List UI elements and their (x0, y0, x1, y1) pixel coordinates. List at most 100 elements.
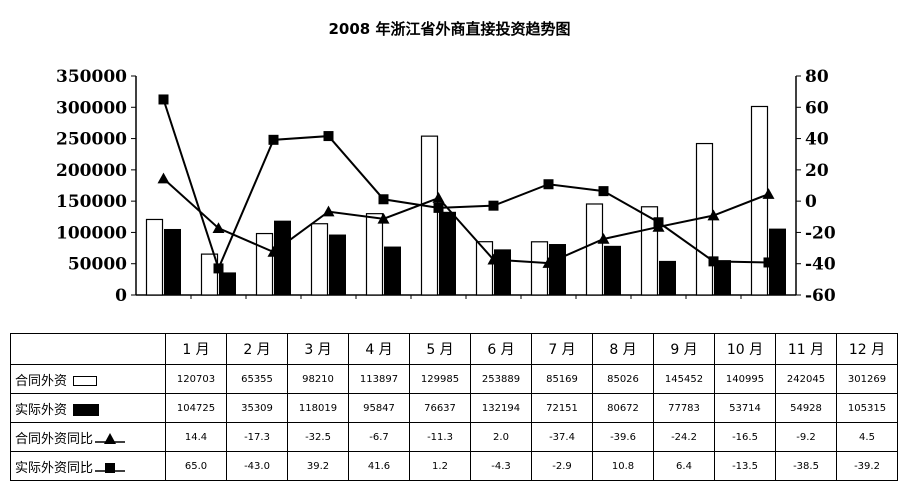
bar-contract-foreign-investment (310, 223, 329, 296)
bar-actual-foreign-investment (274, 220, 291, 296)
y-left-tick-label: 150000 (56, 192, 127, 212)
data-label: -9.2 (775, 422, 837, 452)
bar-contract-foreign-investment (365, 213, 384, 296)
line-contract-yoy (162, 177, 769, 265)
data-label: 80672 (592, 393, 654, 423)
data-label: 14.4 (165, 422, 227, 452)
data-label: 253889 (470, 364, 532, 394)
bar-actual-foreign-investment (439, 211, 456, 296)
y-left-tick-label: 300000 (56, 98, 127, 118)
bar-actual-foreign-investment (164, 228, 181, 296)
x-tick-label: 2 月 (226, 333, 288, 365)
data-label: -39.6 (592, 422, 654, 452)
x-tick-label: 8 月 (592, 333, 654, 365)
bar-contract-foreign-investment (530, 241, 549, 296)
data-label: 105315 (836, 393, 898, 423)
bar-contract-foreign-investment (255, 232, 274, 296)
data-label: -11.3 (409, 422, 471, 452)
x-tick-label: 7 月 (531, 333, 593, 365)
data-label: 72151 (531, 393, 593, 423)
data-label: -24.2 (653, 422, 715, 452)
data-label: -16.5 (714, 422, 776, 452)
point-actual-yoy (433, 202, 444, 213)
table-row: 合同外资同比 14.4 -17.3 -32.5 -6.7 -11.3 2.0 -37.4 -39… (10, 422, 898, 452)
data-label: 242045 (775, 364, 837, 394)
data-label: 77783 (653, 393, 715, 423)
point-contract-yoy (762, 188, 775, 199)
point-actual-yoy (598, 186, 609, 197)
x-tick-label: 3 月 (287, 333, 349, 365)
point-actual-yoy (268, 134, 279, 145)
line-actual-yoy (162, 99, 769, 272)
point-contract-yoy (212, 222, 225, 234)
y-left-tick-label: 200000 (56, 161, 127, 181)
data-label: 85169 (531, 364, 593, 394)
y-right-tick-label: -20 (805, 223, 836, 243)
y-right-tick-label: 20 (805, 161, 829, 181)
data-label: 10.8 (592, 451, 654, 481)
data-label: 41.6 (348, 451, 410, 481)
bar-actual-foreign-investment (384, 246, 401, 296)
point-contract-yoy (267, 245, 280, 257)
data-label: 104725 (165, 393, 227, 423)
point-contract-yoy (597, 232, 610, 244)
bar-actual-foreign-investment (329, 234, 346, 296)
y-right-tick-label: 80 (805, 67, 829, 87)
x-tick-label: 1 月 (165, 333, 227, 365)
data-label: 85026 (592, 364, 654, 394)
chart-title: 2008 年浙江省外商直接投资趋势图 (328, 20, 571, 38)
legend-label: 实际外资 (15, 402, 68, 418)
data-label: -2.9 (531, 451, 593, 481)
data-label: -17.3 (226, 422, 288, 452)
bar-actual-foreign-investment (659, 260, 676, 296)
point-actual-yoy (488, 200, 499, 211)
x-tick-label: 6 月 (470, 333, 532, 365)
y-right-tick-label: -60 (805, 286, 836, 306)
x-tick-label: 9 月 (653, 333, 715, 365)
point-contract-yoy (322, 205, 335, 217)
point-contract-yoy (707, 209, 720, 221)
x-tick-label: 5 月 (409, 333, 471, 365)
y-left-tick-label: 50000 (68, 255, 127, 275)
y-left-tick-label: 0 (115, 286, 127, 306)
data-label: 2.0 (470, 422, 532, 452)
legend-label: 合同外资同比 (15, 431, 94, 447)
point-actual-yoy (708, 256, 719, 267)
data-label: 4.5 (836, 422, 898, 452)
point-contract-yoy (377, 212, 390, 224)
bar-actual-foreign-investment (219, 272, 236, 296)
x-tick-label: 11 月 (775, 333, 837, 365)
x-tick-label: 10 月 (714, 333, 776, 365)
point-contract-yoy (542, 257, 555, 268)
data-label: -4.3 (470, 451, 532, 481)
data-label: -13.5 (714, 451, 776, 481)
data-label: 118019 (287, 393, 349, 423)
bar-contract-foreign-investment (420, 135, 439, 296)
data-label: 113897 (348, 364, 410, 394)
point-contract-yoy (157, 172, 170, 184)
table-row: 实际外资同比 65.0 -43.0 39.2 41.6 1.2 -4.3 -2.9 10.8 6.… (10, 451, 898, 481)
data-label: 35309 (226, 393, 288, 423)
data-label: 39.2 (287, 451, 349, 481)
data-label: 120703 (165, 364, 227, 394)
data-label: 1.2 (409, 451, 471, 481)
bar-actual-foreign-investment (604, 245, 621, 296)
bar-actual-foreign-investment (549, 244, 566, 296)
data-label: 132194 (470, 393, 532, 423)
data-label: -38.5 (775, 451, 837, 481)
data-label: -39.2 (836, 451, 898, 481)
legend-label: 实际外资同比 (15, 460, 94, 476)
x-tick-label: 12 月 (836, 333, 898, 365)
data-label: -6.7 (348, 422, 410, 452)
y-left-tick-label: 250000 (56, 130, 127, 150)
y-right-tick-label: -40 (805, 255, 836, 275)
data-label: 54928 (775, 393, 837, 423)
data-label: -32.5 (287, 422, 349, 452)
data-label: 140995 (714, 364, 776, 394)
point-actual-yoy (543, 179, 554, 190)
table-corner-cell (10, 333, 166, 365)
legend-symbol (95, 463, 126, 473)
y-left-tick-label: 350000 (56, 67, 127, 87)
